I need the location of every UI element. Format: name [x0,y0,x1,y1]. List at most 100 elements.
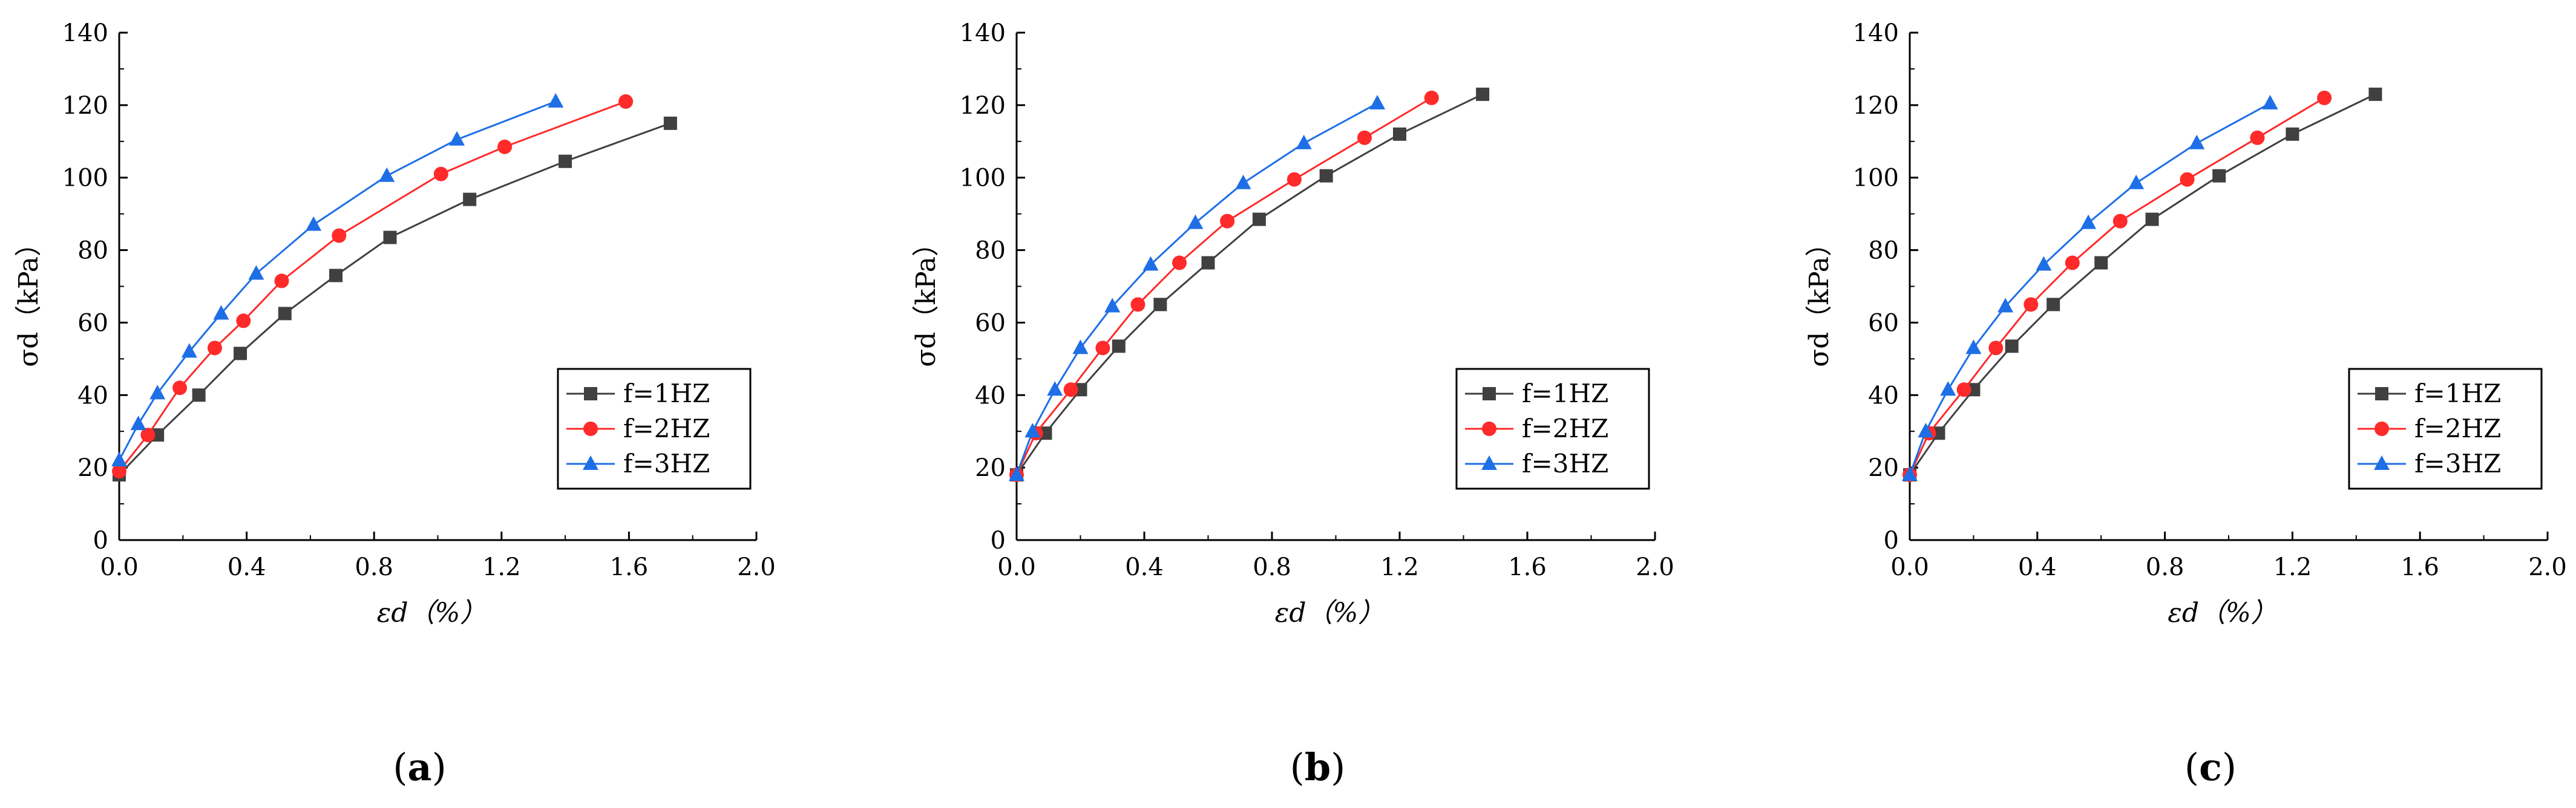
data-point-series-2 [2317,90,2332,105]
y-tick-label: 80 [975,237,1006,265]
legend-label: f=1HZ [1522,379,1608,408]
data-point-series-3 [1072,339,1089,354]
x-tick-label: 2.0 [737,553,776,581]
data-point-series-3 [130,415,146,431]
y-tick-label: 40 [975,382,1006,409]
data-point-series-3 [1024,423,1041,438]
legend-marker [2374,455,2390,470]
y-tick-label: 0 [93,527,108,555]
x-axis-label: εd（%） [2168,598,2278,628]
data-point-series-1 [1319,169,1333,183]
y-axis-label: σd（kPa） [13,230,44,367]
data-point-series-2 [140,428,156,443]
y-tick-label: 60 [77,309,108,337]
data-point-series-2 [274,273,289,288]
data-point-series-2 [236,313,251,328]
legend-marker [583,422,598,436]
data-point-series-3 [1940,381,1956,396]
y-axis-label: σd（kPa） [1804,230,1835,367]
x-axis-label: εd（%） [377,598,487,628]
series-line-2 [1909,97,2325,475]
x-tick-label: 1.6 [1508,553,1547,581]
data-point-series-1 [383,230,397,244]
y-tick-label: 100 [1853,165,1899,192]
data-point-series-3 [2080,214,2097,229]
y-tick-label: 40 [1868,382,1899,409]
data-point-series-3 [1187,214,1204,229]
x-tick-label: 1.2 [1380,553,1419,581]
data-point-series-3 [449,131,465,146]
data-point-series-3 [379,167,395,182]
data-point-series-3 [2262,94,2278,109]
data-point-series-3 [1918,423,1934,438]
data-point-series-1 [2047,298,2060,311]
legend-marker [584,387,597,400]
x-tick-label: 1.6 [610,553,649,581]
data-point-series-2 [433,166,448,181]
legend-marker [2375,387,2388,400]
panel-label: (b) [1290,745,1346,789]
data-point-series-3 [2128,174,2145,189]
y-tick-label: 20 [975,454,1006,482]
y-tick-label: 80 [1868,237,1899,265]
data-point-series-2 [112,464,126,479]
y-tick-label: 80 [77,237,108,265]
data-point-series-3 [248,265,264,280]
data-point-series-2 [1424,90,1439,105]
data-point-series-2 [1220,213,1235,229]
x-axis-label: εd（%） [1275,598,1385,628]
data-point-series-3 [2036,256,2052,271]
x-tick-label: 0.4 [2018,553,2057,581]
data-point-series-2 [618,94,634,109]
data-point-series-1 [1476,87,1490,101]
data-point-series-3 [1047,381,1063,396]
legend-label: f=2HZ [623,414,710,443]
data-point-series-2 [1286,172,1302,187]
data-point-series-3 [1369,94,1386,109]
data-point-series-2 [1063,382,1078,397]
y-axis-label: σd（kPa） [911,230,942,367]
x-tick-label: 1.2 [2273,553,2312,581]
data-point-series-3 [181,343,197,358]
chart-panel-c: 0 20 40 60 80 100 120 140 0.0 0.4 0.8 1.2 1.6 2.0 εd（%… [1804,19,2567,789]
data-point-series-2 [2024,297,2039,312]
legend-label: f=1HZ [2414,379,2501,408]
data-point-series-2 [497,139,513,154]
data-point-series-1 [463,192,477,206]
data-point-series-3 [548,93,564,108]
data-point-series-1 [2286,127,2299,141]
y-tick-label: 0 [991,527,1006,555]
data-point-series-3 [2189,134,2205,149]
legend-marker [1482,422,1496,436]
series-line-1 [118,122,671,476]
data-point-series-3 [1998,298,2014,313]
data-point-series-3 [306,216,322,231]
legend-marker [1483,387,1496,400]
y-tick-label: 120 [62,92,108,120]
x-tick-label: 0.0 [997,553,1036,581]
data-point-series-1 [1201,256,1215,270]
data-point-series-2 [1130,297,1145,312]
x-tick-label: 0.8 [2146,553,2184,581]
y-tick-label: 20 [1868,454,1899,482]
series-line-3 [118,100,556,461]
legend-marker [583,455,598,470]
panel-label: (a) [393,745,447,789]
data-point-series-3 [1009,466,1024,481]
data-point-series-1 [1112,339,1126,353]
series-line-3 [1015,102,1378,475]
data-point-series-1 [2094,256,2108,270]
legend-label: f=2HZ [1522,414,1608,443]
y-tick-label: 60 [975,309,1006,337]
legend-label: f=3HZ [1522,449,1608,478]
data-point-series-3 [1296,134,1312,149]
chart-panel-a: 0 20 40 60 80 100 120 140 0.0 0.4 0.8 1.2 1.6 2.0 εd（%… [13,19,776,789]
legend-label: f=3HZ [623,449,710,478]
x-tick-label: 1.2 [482,553,521,581]
data-point-series-2 [1172,255,1187,270]
series-line-2 [1015,97,1432,475]
data-point-series-1 [234,347,247,360]
data-point-series-3 [1235,174,1251,189]
x-tick-label: 2.0 [1636,553,1674,581]
